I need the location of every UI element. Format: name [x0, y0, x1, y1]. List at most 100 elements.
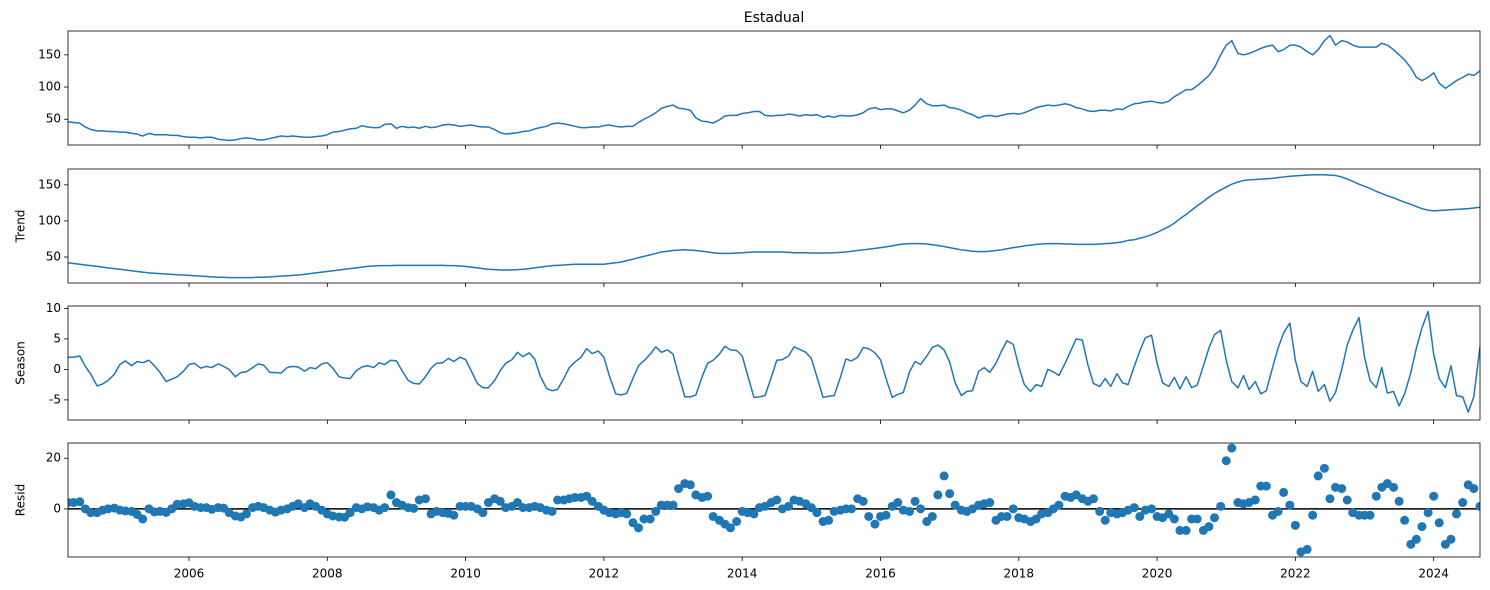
plot-area [68, 310, 1480, 413]
axes-frame [67, 442, 1481, 558]
panel: Resid 0 20 2006 2008 2010 2012 2014 2016 2018 2020… [14, 442, 1481, 581]
point [1290, 520, 1300, 530]
series-line [68, 310, 1480, 413]
point [656, 500, 666, 510]
point [1100, 515, 1110, 525]
point [1279, 487, 1289, 497]
point [380, 503, 390, 513]
point [1302, 544, 1312, 554]
point [1458, 498, 1468, 508]
point [933, 490, 943, 500]
point [846, 504, 856, 514]
point [1411, 534, 1421, 544]
y-tick-label: 0 [53, 362, 61, 376]
point [916, 504, 926, 514]
x-tick-label: 2022 [1280, 567, 1311, 581]
y-tick-label: 100 [38, 80, 61, 94]
point [86, 508, 96, 518]
point [449, 510, 459, 520]
point [905, 506, 915, 516]
point [1261, 481, 1271, 491]
point [858, 496, 868, 506]
point [927, 511, 937, 521]
point [1417, 522, 1427, 532]
series-line [68, 174, 1480, 279]
point [772, 495, 782, 505]
point [784, 501, 794, 511]
point [639, 514, 649, 524]
point [1169, 514, 1179, 524]
point [1342, 495, 1352, 505]
point [939, 471, 949, 481]
point [241, 509, 251, 519]
point [1451, 509, 1461, 519]
point [812, 508, 822, 518]
point [1337, 484, 1347, 494]
x-tick-label: 2018 [1004, 567, 1035, 581]
point [645, 514, 655, 524]
point [725, 523, 735, 533]
x-tick-label: 2010 [450, 567, 481, 581]
point [1227, 443, 1237, 453]
axes-frame [67, 305, 1481, 421]
point [674, 484, 684, 494]
x-tick-label: 2006 [174, 567, 205, 581]
point [1129, 503, 1139, 513]
point [945, 489, 955, 499]
point [1371, 491, 1381, 501]
point [668, 500, 678, 510]
point [553, 495, 563, 505]
x-tick-label: 2014 [727, 567, 758, 581]
point [1250, 495, 1260, 505]
point [732, 517, 742, 527]
point [1469, 484, 1479, 494]
point [910, 496, 920, 506]
point [547, 506, 557, 516]
point [881, 510, 891, 520]
panel: Season -5 0 5 10 [14, 301, 1481, 424]
y-tick-label: 0 [53, 501, 61, 515]
point [1002, 511, 1012, 521]
point [870, 519, 880, 529]
point [950, 500, 960, 510]
point [1285, 500, 1295, 510]
point [1325, 494, 1335, 504]
point [518, 503, 528, 513]
point [1216, 501, 1226, 511]
point [1192, 514, 1202, 524]
panel: Estadual 50 100 150 [38, 10, 1481, 149]
point [138, 514, 148, 524]
point [1088, 494, 1098, 504]
point [622, 509, 632, 519]
axes-frame [67, 30, 1481, 146]
point [633, 523, 643, 533]
y-tick-label: 20 [46, 451, 61, 465]
point [1175, 525, 1185, 535]
point [1209, 513, 1219, 523]
point [1400, 515, 1410, 525]
x-tick-label: 2024 [1418, 567, 1449, 581]
point [1135, 511, 1145, 521]
point [864, 511, 874, 521]
series-line [68, 34, 1480, 142]
y-tick-label: 100 [38, 213, 61, 227]
y-tick-label: 150 [38, 177, 61, 191]
point [1308, 510, 1318, 520]
point [703, 491, 713, 501]
plot-area [68, 34, 1480, 142]
point [685, 480, 695, 490]
y-tick-label: 50 [46, 250, 61, 264]
x-tick-label: 2008 [312, 567, 343, 581]
point [1429, 491, 1439, 501]
point [1475, 501, 1480, 511]
y-tick-label: 5 [53, 331, 61, 345]
y-tick-label: 10 [46, 301, 61, 315]
point [1313, 471, 1323, 481]
point [749, 509, 759, 519]
point [1446, 534, 1456, 544]
point [1221, 456, 1231, 466]
y-tick-label: 50 [46, 112, 61, 126]
point [1389, 482, 1399, 492]
point [478, 508, 488, 518]
